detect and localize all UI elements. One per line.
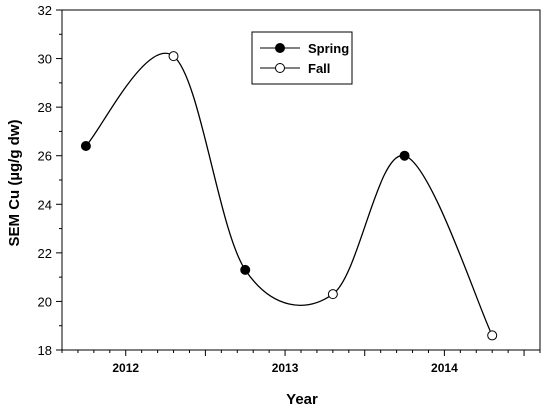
x-axis: 2012 2013 2014 — [61, 350, 541, 375]
y-tick-label: 26 — [38, 149, 52, 164]
legend: Spring Fall — [251, 31, 353, 85]
x-tick-label: 2012 — [112, 361, 139, 375]
legend-label-fall: Fall — [308, 61, 330, 76]
legend-box — [251, 31, 353, 85]
x-tick-label: 2013 — [272, 361, 299, 375]
data-point-spring — [80, 141, 91, 151]
y-axis-title: SEM Cu (µg/g dw) — [6, 120, 23, 247]
x-axis-title: Year — [286, 391, 318, 408]
y-tick-label: 22 — [38, 246, 52, 261]
x-tick-label: 2014 — [431, 361, 458, 375]
y-axis: 18 20 22 24 26 28 30 32 — [38, 3, 62, 358]
legend-label-spring: Spring — [308, 41, 349, 56]
y-tick-label: 30 — [38, 52, 52, 67]
data-point-spring — [399, 150, 410, 161]
data-point-spring — [240, 264, 251, 275]
data-point-fall — [487, 330, 498, 341]
smoothed-curve — [85, 52, 493, 336]
data-point-fall — [327, 289, 338, 300]
y-tick-label: 24 — [38, 197, 52, 212]
y-tick-label: 32 — [38, 3, 52, 18]
y-tick-label: 28 — [38, 100, 52, 115]
points-group — [80, 51, 498, 341]
curve-group — [85, 52, 493, 336]
y-tick-label: 18 — [38, 343, 52, 358]
legend-marker-fall — [275, 63, 285, 73]
legend-marker-spring — [275, 43, 285, 53]
data-point-fall — [168, 51, 179, 62]
y-tick-label: 20 — [38, 294, 52, 309]
